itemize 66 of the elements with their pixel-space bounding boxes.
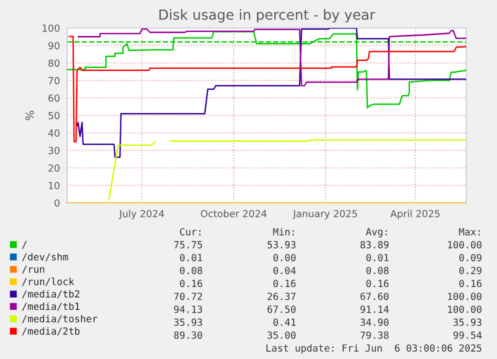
text: 67.60 [360,292,389,300]
text: 79.38 [360,331,389,339]
legend-label: /media/tb1 [22,302,80,311]
legend-label: /media/tosher [22,314,98,324]
text: 0.09 [459,254,482,262]
y-tick-label: 40 [48,129,60,137]
x-tick-label: April 2025 [390,210,440,220]
y-tick-label: 10 [48,182,60,190]
y-tick-label: 80 [48,59,60,67]
y-tick-label: 20 [48,164,60,172]
x-tick-label: July 2024 [118,210,164,220]
text: Last update: Fri Jun 6 03:00:06 2025 [266,344,482,354]
text: 100.00 [448,306,482,313]
text: 35.00 [268,331,296,339]
line-series [68,36,466,142]
text: 0.01 [366,254,388,262]
text: 100.00 [448,292,482,300]
legend-label: / [22,240,27,249]
text: 34.90 [360,318,389,326]
text: 91.14 [360,306,389,313]
line-series [76,28,466,158]
legend-label: /run [22,266,44,274]
y-tick-label: 60 [48,94,60,102]
text: 89.30 [174,331,202,339]
legend-label: /media/2tb [22,327,80,336]
text: 0.29 [459,266,482,274]
y-tick-label: 30 [48,146,60,154]
text: 0.08 [366,266,389,274]
text: 35.93 [453,318,482,326]
text: 94.13 [174,306,202,313]
line-series [77,28,466,86]
text: 26.37 [268,292,296,300]
text: Avg: [366,228,387,238]
text: 0.01 [180,254,202,262]
text: 53.93 [268,241,296,248]
y-tick-label: 100 [42,24,60,32]
text: 0.00 [273,254,296,262]
text: 100.00 [448,241,482,248]
text: 0.04 [273,266,296,274]
text: 75.75 [174,241,202,248]
y-tick-label: 70 [48,76,60,84]
text: Max: [459,228,480,236]
text: 70.72 [174,292,202,300]
text: 0.08 [180,266,202,274]
text: 99.54 [453,331,482,339]
text: 0.16 [180,280,202,288]
text: 67.50 [268,306,296,313]
legend-label: /dev/shm [22,252,68,262]
x-tick-label: January 2025 [292,210,357,220]
chart-title: Disk usage in percent - by year [159,9,376,23]
y-axis-title: % [25,110,34,120]
text: 35.93 [174,318,202,326]
text: 0.16 [366,280,389,288]
text: 0.16 [273,280,296,288]
text: 0.16 [459,280,482,288]
y-tick-label: 90 [48,42,60,50]
text: Min: [273,228,294,236]
text: 83.89 [360,241,388,248]
line-series [67,30,466,109]
text: 0.41 [273,318,296,326]
y-tick-label: 0 [54,199,60,207]
y-tick-label: 50 [48,112,60,120]
legend-label: /media/tb2 [22,290,80,298]
x-tick-label: October 2024 [200,210,267,218]
text: Cur: [180,228,200,236]
legend-label: /run/lock [22,278,74,286]
